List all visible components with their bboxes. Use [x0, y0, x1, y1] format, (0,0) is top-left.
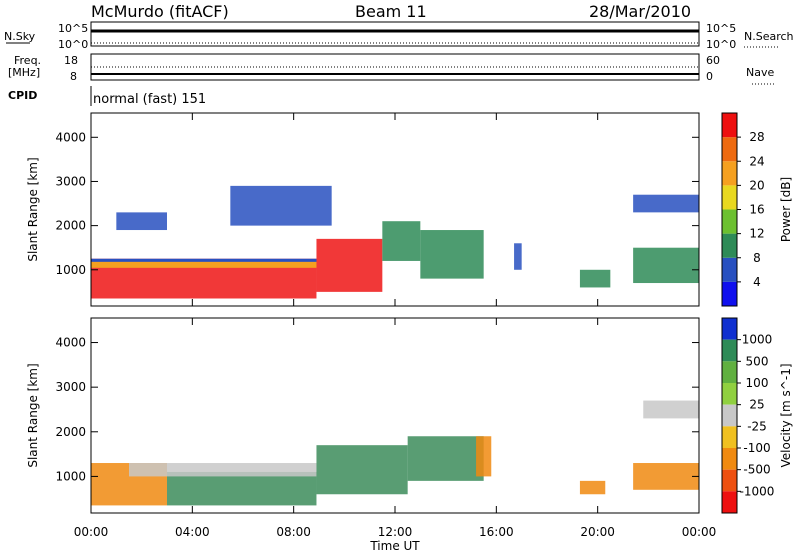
velocity-panel-colorbar-frame [721, 317, 738, 514]
velocity-panel-region-4 [407, 436, 484, 481]
velocity-panel-xtick-label-2: 08:00 [276, 525, 311, 539]
velocity-panel-ytick-label-2: 3000 [55, 380, 86, 394]
velocity-panel-colorbar-seg-0 [722, 318, 737, 340]
power-panel-cb-label-1: 8 [753, 251, 761, 265]
power-panel-region-3 [420, 230, 484, 279]
power-panel-ylabel: Slant Range [km] [26, 157, 40, 261]
power-panel-colorbar-seg-5 [722, 161, 737, 186]
power-band-edge-mid [91, 261, 317, 268]
velocity-panel-cb-label-5: -100 [743, 441, 770, 455]
velocity-panel-colorbar-seg-6 [722, 448, 737, 470]
freq-tick-top: 18 [64, 54, 78, 67]
power-panel-colorbar-seg-6 [722, 137, 737, 162]
beam-title: Beam 11 [355, 2, 427, 21]
nsearch-tick-bottom: 10^0 [706, 38, 737, 51]
power-panel-region-7 [633, 194, 699, 213]
cpid-value: normal (fast) 151 [93, 92, 207, 107]
power-panel-colorbar-seg-4 [722, 185, 737, 210]
velocity-panel-region-6 [579, 480, 606, 495]
power-panel-ytick-label-0: 1000 [55, 263, 86, 277]
power-panel-region-4 [514, 243, 522, 270]
power-panel-region-1 [316, 238, 383, 292]
velocity-panel-ytick-label-0: 1000 [55, 469, 86, 483]
nsearch-label: N.Search [744, 30, 794, 43]
nsky-label: N.Sky [4, 30, 36, 43]
power-panel-ytick-label-1: 2000 [55, 219, 86, 233]
cpid-label: CPID [8, 89, 38, 102]
power-panel-ytick-label-2: 3000 [55, 174, 86, 188]
nave-tick-top: 60 [706, 54, 720, 67]
velocity-panel-colorbar-seg-3 [722, 383, 737, 405]
velocity-panel-cb-label-2: 100 [746, 376, 769, 390]
velocity-panel-xtick-label-1: 04:00 [175, 525, 210, 539]
power-panel-cb-label-0: 4 [753, 275, 761, 289]
power-panel-colorbar-seg-3 [722, 209, 737, 234]
power-panel-ytick-label-3: 4000 [55, 130, 86, 144]
power-panel-colorbar-label: Power [dB] [779, 177, 793, 242]
velocity-panel-cb-label-4: -25 [747, 419, 767, 433]
velocity-panel-region-1 [167, 471, 317, 506]
velocity-panel-xtick-label-4: 16:00 [479, 525, 514, 539]
power-panel-region-6 [633, 247, 699, 284]
velocity-panel-ylabel: Slant Range [km] [26, 363, 40, 467]
velocity-panel-region-7 [633, 463, 699, 490]
power-panel-colorbar-seg-2 [722, 233, 737, 258]
velocity-panel-colorbar-seg-8 [722, 491, 737, 513]
velocity-panel-cb-label-7: -1000 [740, 484, 775, 498]
date-title: 28/Mar/2010 [589, 2, 692, 21]
nsky-panel [90, 21, 700, 47]
nave-tick-bottom: 0 [706, 70, 713, 83]
power-panel-cb-label-6: 28 [749, 130, 764, 144]
station-title: McMurdo (fitACF) [91, 2, 229, 21]
velocity-panel-cb-label-1: 500 [746, 354, 769, 368]
velocity-panel-colorbar-seg-2 [722, 361, 737, 383]
nsky-tick-top: 10^5 [58, 22, 89, 35]
velocity-panel-colorbar-seg-1 [722, 339, 737, 362]
velocity-panel-xtick-label-5: 20:00 [580, 525, 615, 539]
velocity-panel-ytick-label-1: 2000 [55, 425, 86, 439]
nave-label: Nave [746, 66, 775, 79]
power-panel-colorbar-seg-0 [722, 281, 737, 306]
power-band-edge-top [91, 258, 317, 265]
freq-label: Freq. [14, 54, 42, 67]
power-panel-cb-label-5: 24 [749, 154, 764, 168]
power-panel-colorbar-seg-1 [722, 257, 737, 282]
power-panel-region-9 [230, 185, 332, 226]
velocity-panel-colorbar-seg-5 [722, 426, 737, 448]
velocity-panel-xtick-label-6: 00:00 [682, 525, 717, 539]
power-panel-cb-label-2: 12 [749, 227, 764, 241]
velocity-panel-cb-label-6: -500 [743, 463, 770, 477]
power-panel-colorbar-seg-7 [722, 113, 737, 138]
velocity-panel-colorbar-seg-7 [722, 469, 737, 492]
nsky-tick-bottom: 10^0 [58, 38, 89, 51]
freq-unit: [MHz] [8, 66, 41, 79]
velocity-panel-region-5 [476, 436, 492, 477]
velocity-panel-region-3 [316, 445, 408, 495]
power-panel-cb-label-3: 16 [749, 203, 764, 217]
freq-tick-bottom: 8 [70, 70, 77, 83]
power-panel-region-8 [116, 212, 167, 231]
velocity-panel-xtick-label-3: 12:00 [378, 525, 413, 539]
nsearch-tick-top: 10^5 [706, 22, 737, 35]
velocity-panel-cb-label-3: 25 [749, 398, 764, 412]
power-panel-region-2 [382, 221, 421, 261]
power-panel-cb-label-4: 20 [749, 178, 764, 192]
velocity-panel-xtick-label-0: 00:00 [74, 525, 109, 539]
power-panel-region-5 [579, 269, 611, 288]
velocity-panel-region-8 [643, 400, 699, 419]
velocity-panel-colorbar-label: Velocity [m s^-1] [779, 363, 793, 467]
velocity-panel-ytick-label-3: 4000 [55, 336, 86, 350]
velocity-panel-xlabel: Time UT [369, 539, 420, 553]
velocity-panel-cb-label-0: 1000 [742, 333, 773, 347]
velocity-panel-region-2 [129, 463, 317, 477]
velocity-panel-colorbar-seg-4 [722, 404, 737, 427]
